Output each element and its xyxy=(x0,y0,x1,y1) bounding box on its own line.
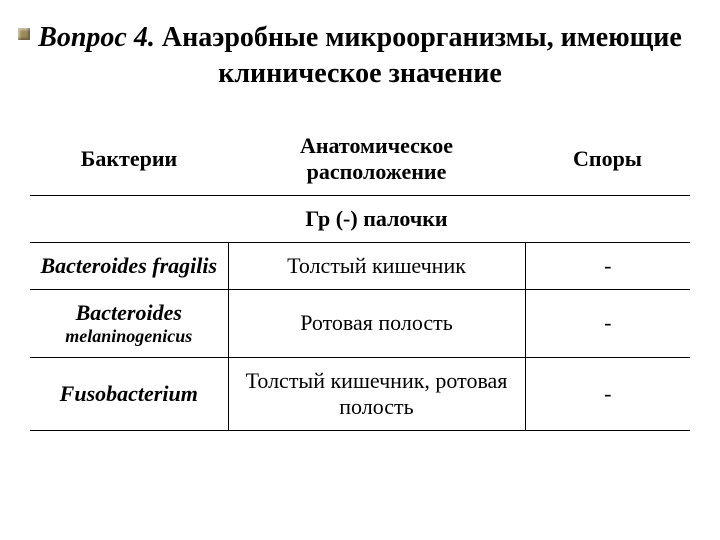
bacteria-name-sub: melaninogenicus xyxy=(38,326,220,347)
table-row: Bacteroides fragilis Толстый кишечник - xyxy=(30,242,690,289)
slide-title: Вопрос 4. Анаэробные микроорганизмы, име… xyxy=(30,20,690,93)
title-prefix: Вопрос 4. xyxy=(38,22,155,53)
cell-bacteria: Fusobacterium xyxy=(30,357,228,430)
bacteria-table: Бактерии Анатомическое расположение Спор… xyxy=(30,123,690,431)
cell-location: Толстый кишечник xyxy=(228,242,525,289)
title-main: Анаэробные микроорганизмы, имеющие клини… xyxy=(155,22,682,89)
cell-spores: - xyxy=(525,242,690,289)
header-location: Анатомическое расположение xyxy=(228,123,525,196)
title-bullet xyxy=(18,28,30,40)
cell-spores: - xyxy=(525,289,690,357)
header-bacteria: Бактерии xyxy=(30,123,228,196)
table-header-row: Бактерии Анатомическое расположение Спор… xyxy=(30,123,690,196)
bacteria-name: Fusobacterium xyxy=(60,381,198,406)
table-subheader-row: Гр (-) палочки xyxy=(30,195,690,242)
cell-spores: - xyxy=(525,357,690,430)
bacteria-name: Bacteroides fragilis xyxy=(40,253,217,278)
subheader-empty2 xyxy=(525,195,690,242)
subheader-label: Гр (-) палочки xyxy=(228,195,525,242)
table-row: Fusobacterium Толстый кишечник, ротовая … xyxy=(30,357,690,430)
subheader-empty1 xyxy=(30,195,228,242)
cell-location: Ротовая полость xyxy=(228,289,525,357)
cell-bacteria: Bacteroides fragilis xyxy=(30,242,228,289)
cell-location: Толстый кишечник, ротовая полость xyxy=(228,357,525,430)
cell-bacteria: Bacteroides melaninogenicus xyxy=(30,289,228,357)
bacteria-name: Bacteroides xyxy=(38,300,220,326)
table-row: Bacteroides melaninogenicus Ротовая поло… xyxy=(30,289,690,357)
header-spores: Споры xyxy=(525,123,690,196)
